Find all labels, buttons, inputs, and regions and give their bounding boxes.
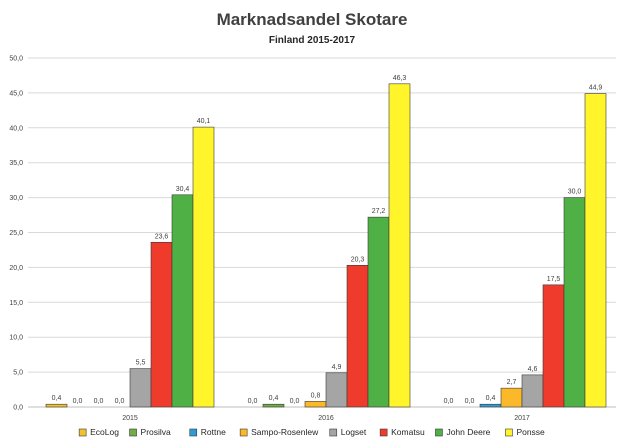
data-label: 27,2 — [372, 208, 386, 215]
data-label: 0,0 — [248, 398, 258, 405]
legend-label: Sampo-Rosenlew — [251, 427, 319, 437]
bar-logset-2017 — [521, 374, 544, 408]
x-category-label: 2016 — [318, 415, 334, 422]
y-axis-ticks: 0,0 5,0 10,0 15,0 20,0 25,0 30,0 35,0 40,0 45,0 50… — [9, 56, 23, 412]
data-label: 0,4 — [486, 395, 496, 402]
bar-john-deere-2017 — [563, 197, 586, 408]
bar-prosilva-2016 — [262, 403, 285, 408]
bar-rottne-2017 — [479, 403, 502, 408]
y-tick-label: 45,0 — [9, 90, 23, 97]
data-label: 0,0 — [465, 398, 475, 405]
bar-ponsse-2015 — [192, 126, 215, 408]
bar-komatsu-2016 — [346, 265, 369, 408]
data-label: 20,3 — [351, 256, 365, 263]
data-label: 17,5 — [547, 276, 561, 283]
chart-subtitle: Finland 2015-2017 — [269, 35, 356, 46]
bar-logset-2015 — [129, 368, 152, 408]
bar-ponsse-2016 — [388, 83, 411, 408]
bar-sampo-rosenlew-2016 — [304, 401, 327, 408]
data-label: 30,0 — [568, 189, 582, 196]
legend-swatch — [129, 428, 137, 437]
chart-title: Marknadsandel Skotare — [217, 10, 408, 29]
bar-john-deere-2016 — [367, 216, 390, 408]
data-label: 0,0 — [290, 398, 300, 405]
legend-label: Komatsu — [391, 427, 425, 437]
y-tick-label: 40,0 — [9, 125, 23, 132]
legend-swatch — [505, 428, 513, 437]
data-label: 2,7 — [507, 379, 517, 386]
data-label: 0,4 — [52, 395, 62, 402]
bar-komatsu-2017 — [542, 284, 565, 408]
bar-logset-2016 — [325, 372, 348, 408]
legend-swatch — [239, 428, 248, 437]
data-label: 0,0 — [94, 398, 104, 405]
y-tick-label: 15,0 — [9, 300, 23, 307]
bar-sampo-rosenlew-2017 — [500, 387, 523, 408]
legend-label: Ponsse — [516, 427, 545, 437]
legend-swatch — [78, 428, 87, 437]
data-labels: 0,4 0,0 0,0 0,0 5,5 23,6 30,4 40,1 0,0 0,4 0,0 0,8 4… — [52, 75, 603, 405]
data-label: 0,0 — [444, 398, 454, 405]
legend-swatch — [189, 428, 198, 437]
bar-ponsse-2017 — [584, 93, 607, 408]
x-axis-categories: 2015 2016 2017 — [122, 415, 530, 422]
y-tick-label: 50,0 — [9, 56, 23, 63]
y-tick-label: 5,0 — [13, 370, 23, 377]
legend-swatch — [435, 428, 443, 437]
legend-label: Rottne — [201, 427, 226, 437]
data-label: 30,4 — [176, 186, 190, 193]
data-label: 0,0 — [73, 398, 83, 405]
x-category-label: 2017 — [514, 415, 530, 422]
data-label: 40,1 — [197, 118, 211, 125]
y-tick-label: 10,0 — [9, 335, 23, 342]
legend-label: Prosilva — [141, 427, 172, 437]
bar-ecolog-2015 — [45, 403, 68, 408]
bar-john-deere-2015 — [171, 194, 194, 408]
bars — [45, 83, 607, 408]
data-label: 0,0 — [115, 398, 125, 405]
x-category-label: 2015 — [122, 415, 138, 422]
legend-swatch — [329, 428, 338, 437]
data-label: 44,9 — [589, 85, 603, 92]
bar-komatsu-2015 — [150, 241, 173, 408]
y-tick-label: 20,0 — [9, 265, 23, 272]
legend-label: Logset — [341, 427, 367, 437]
data-label: 46,3 — [393, 75, 407, 82]
y-tick-label: 35,0 — [9, 160, 23, 167]
y-tick-label: 25,0 — [9, 230, 23, 237]
data-label: 0,4 — [269, 395, 279, 402]
data-label: 5,5 — [136, 360, 146, 367]
legend: EcoLog Prosilva Rottne Sampo-Rosenlew Logset… — [78, 427, 545, 437]
data-label: 23,6 — [155, 233, 169, 240]
data-label: 0,8 — [311, 392, 321, 399]
legend-label: John Deere — [446, 427, 490, 437]
legend-swatch — [379, 428, 388, 437]
legend-label: EcoLog — [90, 427, 119, 437]
y-tick-label: 0,0 — [13, 405, 23, 412]
data-label: 4,9 — [332, 364, 342, 371]
data-label: 4,6 — [528, 366, 538, 373]
gridlines — [28, 57, 616, 408]
y-tick-label: 30,0 — [9, 195, 23, 202]
